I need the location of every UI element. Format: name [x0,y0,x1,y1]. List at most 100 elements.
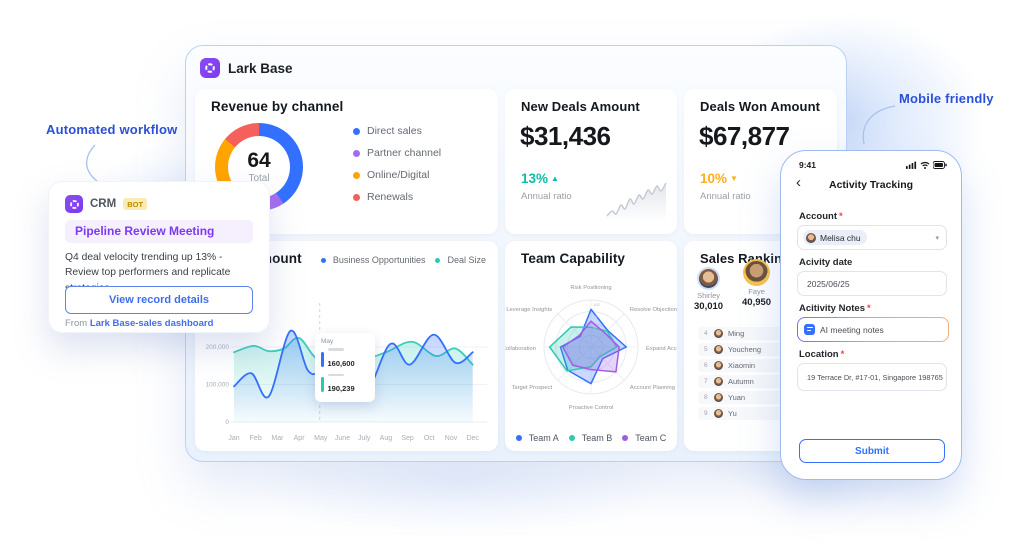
svg-text:July: July [358,435,371,442]
svg-text:200,000: 200,000 [206,344,230,351]
avatar [714,393,723,402]
revenue-legend-item: Renewals [353,191,441,203]
crm-card-header: CRM BOT [65,195,148,213]
amount-chart-legend: Business Opportunities Deal Size [320,255,486,265]
phone-page-title: Activity Tracking [828,179,914,191]
tooltip-month: May [321,338,334,345]
legend-label: Partner channel [367,147,442,159]
legend-label: Direct sales [367,125,422,137]
team-legend-item: Team A [515,433,559,443]
svg-text:Target Prospect: Target Prospect [511,385,552,391]
legend-dot [353,149,360,157]
required-asterisk: * [839,211,843,222]
amount-legend-item: Business Opportunities [320,255,425,265]
legend-dot [353,171,360,179]
status-icons [906,161,947,169]
revenue-legend-item: Partner channel [353,147,441,159]
submit-button[interactable]: Submit [799,439,945,463]
crm-bot-notification-card: CRM BOT Pipeline Review Meeting Q4 deal … [48,181,270,333]
svg-text:50: 50 [593,326,598,331]
chevron-down-icon: ▾ [935,234,939,242]
tooltip-series-bar [321,351,324,367]
rank-name: Yuan [728,393,746,402]
rank-number: 9 [704,410,708,417]
lark-base-logo-icon [200,58,220,78]
notes-input[interactable]: AI meeting notes [797,317,949,342]
account-avatar [806,232,816,243]
avatar [714,409,723,418]
tooltip-series-bar [321,377,324,393]
account-value-pill: Melisa chu [803,230,867,245]
avatar [714,377,723,386]
required-asterisk: * [840,349,845,360]
date-field-label: Acivity date [799,257,853,268]
svg-text:75: 75 [593,314,598,319]
crm-app-icon [65,195,83,213]
svg-text:Mar: Mar [271,435,284,442]
legend-dot [568,435,575,441]
kpi-delta-value: 10% [700,171,728,186]
chart-tooltip: May 160,600 190,239 [315,333,375,402]
avatar [699,269,719,288]
source-dashboard-link[interactable]: Lark Base-sales dashboard [89,318,214,329]
view-record-details-button[interactable]: View record details [65,286,253,314]
team-legend-item: Team B [568,433,612,443]
svg-text:0: 0 [225,419,229,426]
leader-name: Faye [748,287,765,296]
legend-label: Team A [528,433,559,443]
svg-text:Leverage Insights: Leverage Insights [506,307,552,313]
back-icon[interactable]: ‹ [796,174,801,191]
status-time: 9:41 [799,160,817,170]
mobile-friendly-label: Mobile friendly [899,91,994,106]
legend-dot [515,435,522,441]
svg-text:Collaboration: Collaboration [505,346,536,352]
ai-doc-icon [804,324,815,335]
notes-input-content: AI meeting notes [798,318,948,341]
kpi-caption: Annual ratio [521,191,572,202]
mobile-phone-frame: 9:41 ‹ Activity Tracking Account * Melisa… [780,150,962,480]
avatar [714,345,723,354]
rank-number: 6 [704,362,708,369]
rank-name: Yu [728,409,737,418]
tooltip-row: 160,600 [321,348,369,371]
tooltip-value: 190,239 [327,384,355,393]
notes-value: AI meeting notes [820,324,884,335]
leader-value: 40,950 [742,297,772,308]
notification-footer: From Lark Base-sales dashboard [65,318,213,329]
date-value: 2025/06/25 [807,278,850,289]
avatar [714,361,723,370]
card-title: Team Capability [521,251,626,266]
leader-rank2: Shirley 30,010 [694,269,723,312]
svg-text:100,000: 100,000 [206,382,230,389]
account-select[interactable]: Melisa chu ▾ [797,225,947,250]
wifi-icon [920,161,930,169]
kpi-value: $31,436 [520,121,611,151]
bot-badge: BOT [123,198,148,210]
kpi-caption: Annual ratio [700,191,751,202]
dashboard-header: Lark Base [200,58,293,78]
avatar [714,329,723,338]
svg-text:100: 100 [593,302,600,307]
rank-name: Autumn [728,377,754,386]
amount-legend-item: Deal Size [435,255,486,265]
revenue-legend-item: Direct sales [353,125,441,137]
avatar [745,261,769,284]
svg-text:Aug: Aug [380,435,393,442]
lark-base-dashboard-window: Lark Base Revenue by channel 64 Total Di… [185,45,847,462]
team-capability-card: Team Capability Risk Positioning Resolve … [505,241,677,451]
card-title: Revenue by channel [211,99,344,114]
masked-series-name [327,373,344,376]
svg-text:Jan: Jan [228,435,239,442]
kpi-delta-value: 13% [521,171,549,186]
svg-text:Feb: Feb [250,435,262,442]
date-input[interactable]: 2025/06/25 [797,271,947,296]
legend-label: Renewals [367,191,414,203]
svg-text:0: 0 [593,349,596,354]
location-input[interactable]: 19 Terrace Dr, #17-01, Singapore 198765 [797,363,947,391]
rank-name: Ming [728,329,745,338]
masked-series-name [327,348,344,351]
leader-name: Shirley [697,291,720,300]
svg-text:25: 25 [593,337,598,342]
svg-text:June: June [335,435,350,442]
location-value: 19 Terrace Dr, #17-01, Singapore 198765 [807,372,943,382]
